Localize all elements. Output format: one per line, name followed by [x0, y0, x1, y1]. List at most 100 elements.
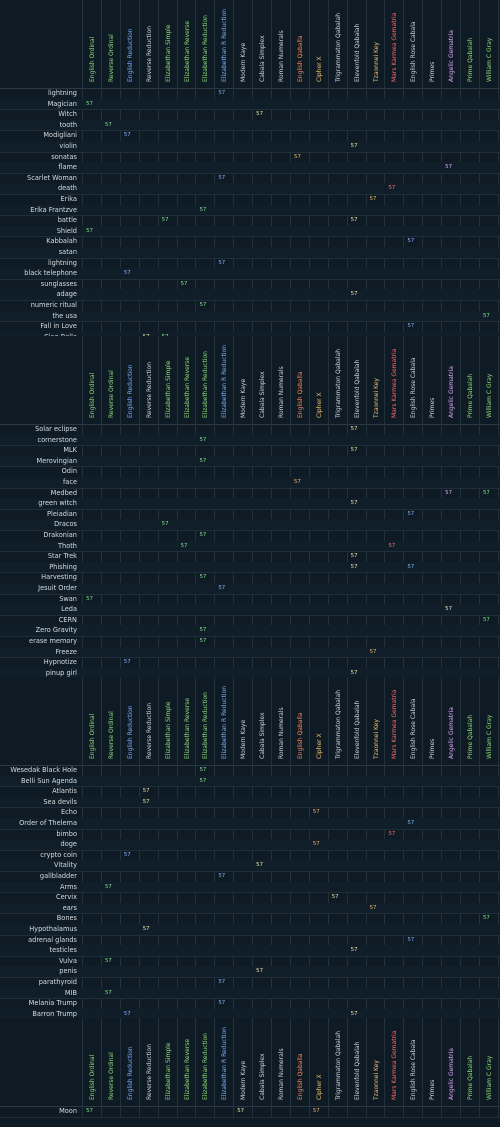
column-header[interactable]: Reverse Ordinal [105, 334, 118, 418]
table-row[interactable]: adage 57 [0, 289, 500, 301]
column-header[interactable]: Roman Numerals [275, 334, 288, 418]
column-header[interactable]: Tzaonnei Key [370, 1016, 383, 1100]
table-row[interactable]: green witch 57 [0, 498, 500, 510]
column-header[interactable]: Reverse Reduction [143, 675, 156, 759]
table-row[interactable]: violin 57 [0, 141, 500, 153]
column-header[interactable]: Modern Kaye [237, 675, 250, 759]
table-row[interactable]: face 57 [0, 477, 500, 489]
column-header[interactable]: Primes [426, 0, 439, 82]
column-header[interactable]: English Ordinal [86, 1016, 99, 1100]
column-header[interactable]: English Qaballa [294, 675, 307, 759]
column-header[interactable]: English Qaballa [294, 334, 307, 418]
column-header[interactable]: Tzaonnei Key [370, 334, 383, 418]
table-row[interactable]: ears 57 [0, 902, 500, 915]
column-header[interactable]: Cabala Simplex [256, 1016, 269, 1100]
table-row[interactable]: black telephone 57 [0, 268, 500, 280]
table-row[interactable]: Belli Sun Agenda 57 [0, 775, 500, 788]
column-header[interactable]: Roman Numerals [275, 0, 288, 82]
column-header[interactable]: Primes [426, 334, 439, 418]
column-header[interactable]: Mars Karmea Gematria [388, 0, 401, 82]
column-header[interactable]: English Reduction [124, 0, 137, 82]
table-row[interactable]: tooth 57 [0, 119, 500, 132]
table-row[interactable]: Erika Frantzve 57 [0, 204, 500, 217]
column-header[interactable]: Cabala Simplex [256, 334, 269, 418]
column-header[interactable]: Elizabethan R Reduction [218, 0, 231, 82]
column-header[interactable]: Modern Kaye [237, 1016, 250, 1100]
column-header[interactable]: Cipher X [313, 0, 326, 82]
column-header[interactable]: William C Gray [483, 675, 496, 759]
column-header[interactable]: Elizabethan Reduction [199, 334, 212, 418]
column-header[interactable]: Elizabethan Reduction [199, 675, 212, 759]
column-header[interactable]: Primes [426, 675, 439, 759]
column-header[interactable]: Elizabethan Reduction [199, 1016, 212, 1100]
column-header[interactable]: English Rose Cabala [407, 0, 420, 82]
table-row[interactable]: Vitality 57 [0, 860, 500, 872]
column-header[interactable]: Reverse Ordinal [105, 675, 118, 759]
table-row[interactable]: the usa 57 [0, 310, 500, 323]
table-row[interactable]: flame 57 [0, 162, 500, 174]
column-header[interactable]: Elizabethan Simple [162, 675, 175, 759]
table-row[interactable]: death 57 [0, 183, 500, 195]
table-row[interactable]: Shield 57 [0, 225, 500, 238]
table-row[interactable]: Hypothalamus 57 [0, 924, 500, 936]
column-header[interactable]: William C Gray [483, 0, 496, 82]
table-row[interactable]: Jesuit Order 57 [0, 583, 500, 595]
column-header[interactable]: Elizabethan Reverse [181, 334, 194, 418]
column-header[interactable]: Prime Qabalah [464, 334, 477, 418]
column-header[interactable]: English Reduction [124, 675, 137, 759]
table-row[interactable]: testicles 57 [0, 945, 500, 957]
column-header[interactable]: English Reduction [124, 1016, 137, 1100]
table-row[interactable]: MIB 57 [0, 987, 500, 1000]
column-header[interactable]: William C Gray [483, 334, 496, 418]
table-row[interactable]: penis 57 [0, 966, 500, 978]
column-header[interactable]: Roman Numerals [275, 1016, 288, 1100]
column-header[interactable]: Trigrammaton Qabalah [332, 334, 345, 418]
column-header[interactable]: Trigrammaton Qabalah [332, 1016, 345, 1100]
column-header[interactable]: Prime Qabalah [464, 1016, 477, 1100]
column-header[interactable]: Angelic Gematria [445, 1016, 458, 1100]
column-header[interactable]: Cipher X [313, 1016, 326, 1100]
column-header[interactable]: Primes [426, 1016, 439, 1100]
table-row[interactable]: satan [0, 247, 500, 259]
table-row[interactable]: cornerstone 57 [0, 434, 500, 447]
column-header[interactable]: English Qaballa [294, 0, 307, 82]
column-header[interactable]: Elizabethan Reverse [181, 1016, 194, 1100]
column-header[interactable]: Elizabethan R Reduction [218, 1016, 231, 1100]
table-row[interactable]: Freeze 57 [0, 646, 500, 659]
column-header[interactable]: Modern Kaye [237, 0, 250, 82]
column-header[interactable]: Tzaonnei Key [370, 0, 383, 82]
column-header[interactable]: Reverse Ordinal [105, 1016, 118, 1100]
column-header[interactable]: Elizabethan Reduction [199, 0, 212, 82]
table-row[interactable]: Arms 57 [0, 881, 500, 894]
column-header[interactable]: Elevenfold Qabalah [351, 1016, 364, 1100]
column-header[interactable]: Mars Karmea Gematria [388, 1016, 401, 1100]
column-header[interactable]: Modern Kaye [237, 334, 250, 418]
column-header[interactable]: English Ordinal [86, 0, 99, 82]
column-header[interactable]: Elizabethan Simple [162, 0, 175, 82]
table-row[interactable]: Leda 57 [0, 604, 500, 616]
table-row[interactable]: Merovingian 57 [0, 455, 500, 468]
column-header[interactable]: Angelic Gematria [445, 675, 458, 759]
column-header[interactable]: English Qaballa [294, 1016, 307, 1100]
column-header[interactable]: Reverse Reduction [143, 0, 156, 82]
column-header[interactable]: Elevenfold Qabalah [351, 0, 364, 82]
column-header[interactable]: Angelic Gematria [445, 334, 458, 418]
column-header[interactable]: Trigrammaton Qabalah [332, 0, 345, 82]
column-header[interactable]: Elizabethan Reverse [181, 675, 194, 759]
column-header[interactable]: English Ordinal [86, 675, 99, 759]
column-header[interactable]: Elizabethan Simple [162, 334, 175, 418]
column-header[interactable]: Elevenfold Qabalah [351, 675, 364, 759]
column-header[interactable]: Reverse Ordinal [105, 0, 118, 82]
table-row[interactable]: Moon 57 57 57 [0, 1106, 500, 1118]
table-row[interactable]: Order of Thelema 57 [0, 818, 500, 830]
column-header[interactable]: Trigrammaton Qabalah [332, 675, 345, 759]
column-header[interactable]: Elizabethan Simple [162, 1016, 175, 1100]
table-row[interactable]: Magician 57 [0, 98, 500, 111]
column-header[interactable]: Mars Karmea Gematria [388, 675, 401, 759]
table-row[interactable]: doge 57 [0, 839, 500, 851]
column-header[interactable]: Elizabethan R Reduction [218, 675, 231, 759]
table-row[interactable]: Sea devils 57 [0, 796, 500, 809]
column-header[interactable]: English Reduction [124, 334, 137, 418]
column-header[interactable]: Cipher X [313, 334, 326, 418]
column-header[interactable]: English Rose Cabala [407, 334, 420, 418]
